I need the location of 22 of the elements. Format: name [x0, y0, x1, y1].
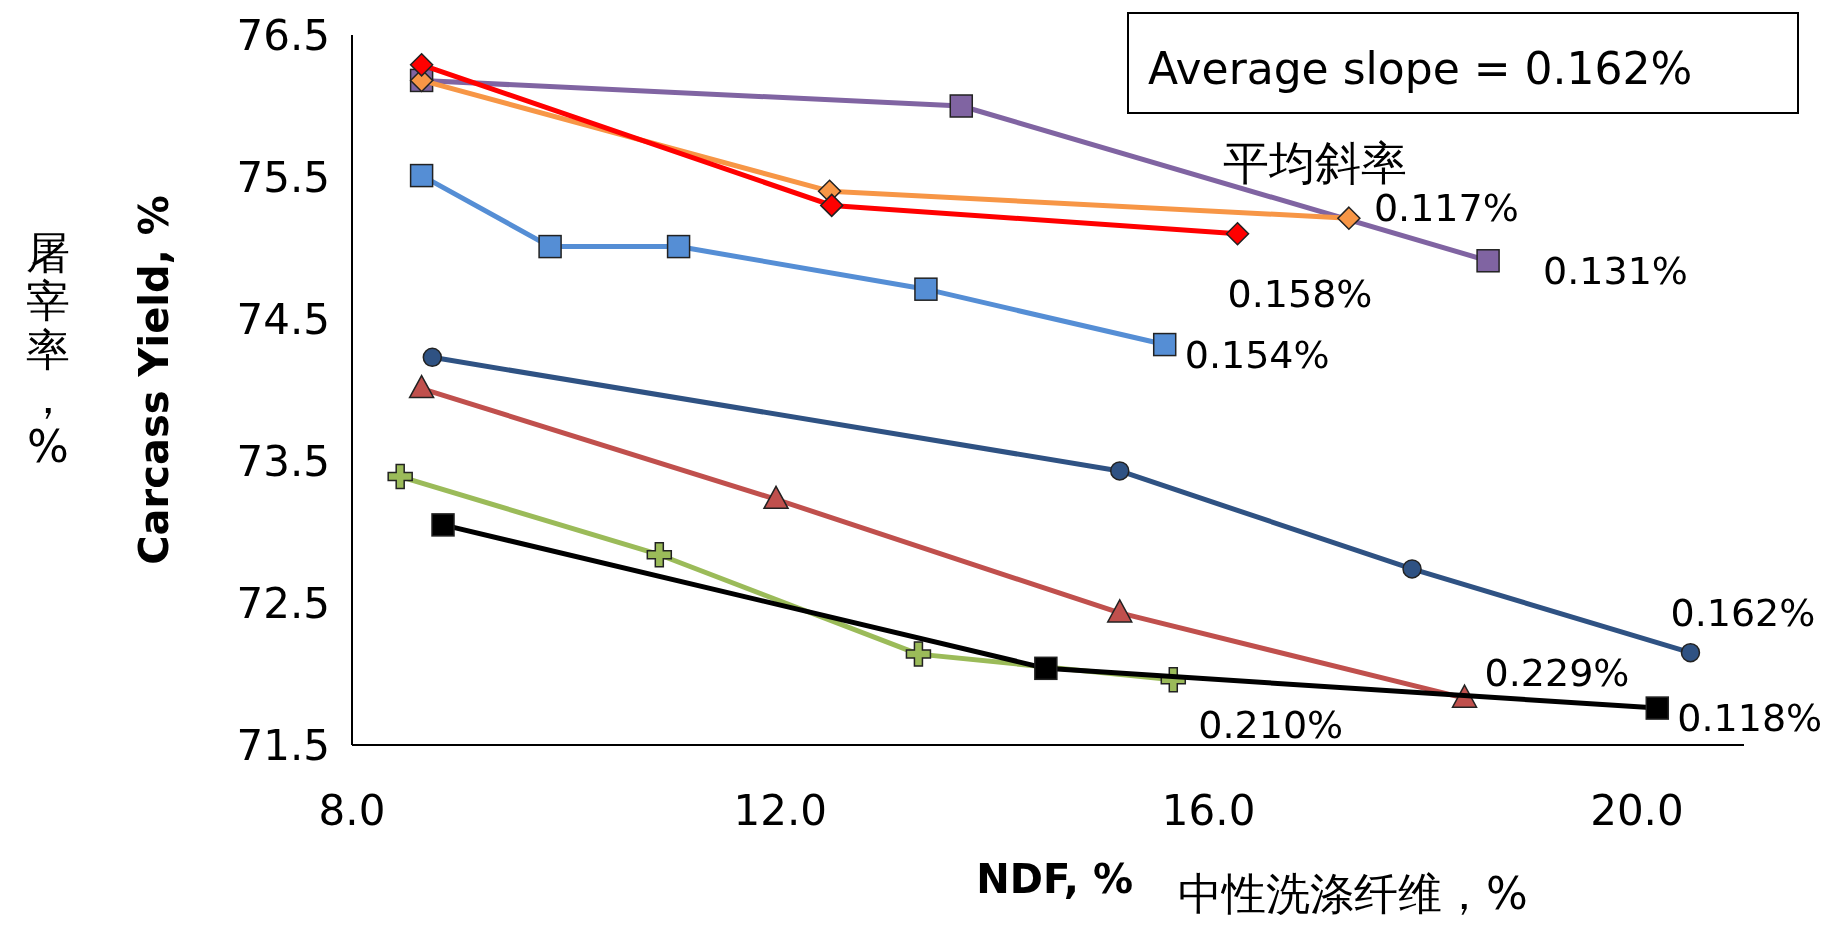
x-tick-label: 20.0: [1590, 786, 1684, 835]
text: 屠宰率，%: [26, 227, 70, 472]
text: 中性洗涤纤维，%: [1178, 867, 1528, 919]
y-tick-label: 73.5: [236, 436, 330, 486]
annotation: 0.154%: [1184, 332, 1330, 377]
annotation: 0.118%: [1677, 696, 1823, 741]
y-tick-label: 72.5: [236, 578, 330, 628]
y-tick-label: 75.5: [236, 152, 330, 202]
x-axis-title: NDF, %: [976, 856, 1133, 902]
x-tick-label: 16.0: [1161, 786, 1256, 835]
x-tick-label: 12.0: [733, 786, 828, 835]
y-axis-title: Carcass Yield, %: [131, 195, 177, 565]
annotation: 0.229%: [1484, 651, 1630, 696]
annotation: 0.162%: [1670, 590, 1816, 635]
x-tick-label: 8.0: [318, 786, 386, 835]
y-tick-label: 74.5: [236, 294, 330, 344]
y-tick-label: 71.5: [236, 720, 330, 770]
annotation: 0.158%: [1227, 271, 1373, 316]
annotation: Average slope = 0.162%: [1148, 42, 1693, 94]
y-tick-label: 76.5: [236, 10, 330, 60]
annotation: 0.131%: [1543, 248, 1688, 293]
annotation: 0.210%: [1198, 702, 1344, 747]
